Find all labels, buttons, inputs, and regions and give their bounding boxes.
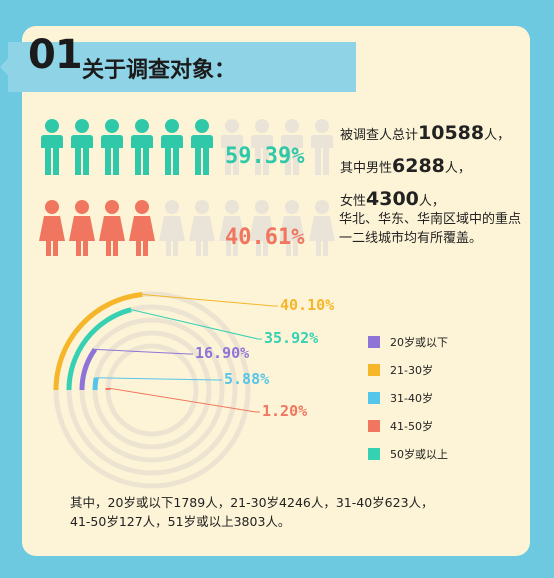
ring-value-label: 16.90% bbox=[195, 344, 250, 362]
ring-value-label: 35.92% bbox=[264, 329, 319, 347]
footer-text: 其中，20岁或以下1789人，21-30岁4246人，31-40岁623人， 4… bbox=[70, 493, 510, 531]
legend-label: 20岁或以下 bbox=[390, 336, 448, 349]
female-percent-label: 40.61% bbox=[225, 225, 305, 250]
section-number: 01 bbox=[28, 32, 83, 78]
legend-item: 50岁或以上 bbox=[368, 444, 448, 464]
legend-label: 50岁或以上 bbox=[390, 448, 448, 461]
section-ribbon bbox=[0, 42, 356, 92]
legend-swatch bbox=[368, 392, 380, 404]
legend-item: 21-30岁 bbox=[368, 360, 448, 380]
female-prefix: 女性 bbox=[340, 194, 367, 209]
female-unit: 人 bbox=[418, 194, 432, 209]
male-prefix: 其中男性 bbox=[340, 161, 393, 176]
total-unit: 人 bbox=[484, 128, 498, 143]
male-line: 其中男性6288人， bbox=[340, 151, 530, 184]
legend-label: 21-30岁 bbox=[390, 364, 433, 377]
legend-swatch bbox=[368, 336, 380, 348]
legend: 20岁或以下 21-30岁 31-40岁 41-50岁 50岁或以上 bbox=[368, 332, 448, 472]
total-line: 被调查人总计10588人， bbox=[340, 118, 530, 151]
section-title: 关于调查对象： bbox=[82, 58, 237, 83]
legend-label: 41-50岁 bbox=[390, 420, 433, 433]
female-line: 女性4300人， bbox=[340, 184, 530, 217]
ring-value-label: 1.20% bbox=[262, 402, 308, 420]
total-prefix: 被调查人总计 bbox=[340, 128, 419, 143]
male-unit: 人 bbox=[444, 161, 458, 176]
legend-item: 31-40岁 bbox=[368, 388, 448, 408]
legend-swatch bbox=[368, 420, 380, 432]
ring-value-label: 5.88% bbox=[224, 370, 270, 388]
legend-swatch bbox=[368, 448, 380, 460]
male-percent-label: 59.39% bbox=[225, 144, 305, 169]
footer-line-2: 41-50岁127人，51岁或以上3803人。 bbox=[70, 514, 291, 529]
region-note: 华北、华东、华南区域中的重点一二线城市均有所覆盖。 bbox=[339, 212, 522, 246]
content-card bbox=[22, 26, 530, 556]
female-sep: ， bbox=[431, 194, 445, 209]
male-value: 6288 bbox=[392, 155, 445, 177]
legend-item: 20岁或以下 bbox=[368, 332, 448, 352]
footer-line-1: 其中，20岁或以下1789人，21-30岁4246人，31-40岁623人， bbox=[70, 495, 434, 510]
male-sep: ， bbox=[457, 161, 471, 176]
ring-value-label: 40.10% bbox=[280, 296, 335, 314]
stats-block: 被调查人总计10588人， 其中男性6288人， 女性4300人， bbox=[340, 118, 530, 217]
total-value: 10588 bbox=[418, 122, 485, 144]
legend-swatch bbox=[368, 364, 380, 376]
total-sep: ， bbox=[497, 128, 511, 143]
legend-item: 41-50岁 bbox=[368, 416, 448, 436]
female-value: 4300 bbox=[366, 188, 419, 210]
legend-label: 31-40岁 bbox=[390, 392, 433, 405]
